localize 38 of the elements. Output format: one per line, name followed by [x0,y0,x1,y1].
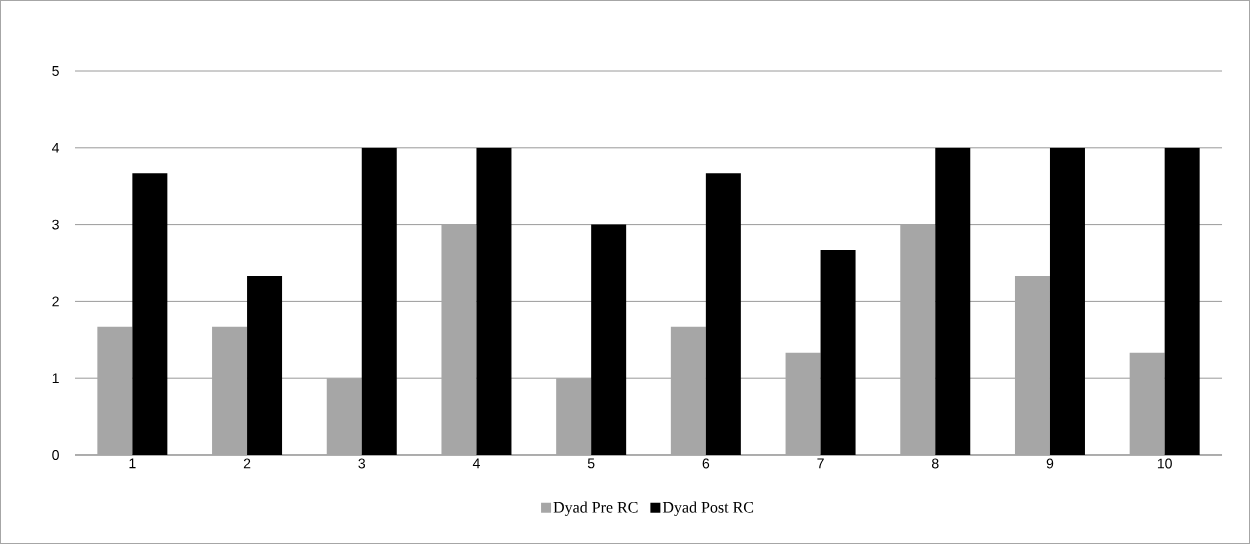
bar [476,147,512,455]
bar [1164,147,1200,455]
bar [212,326,248,455]
bar [326,378,362,455]
bar [935,147,971,455]
y-tick-label: 0 [52,450,59,460]
x-tick-label: 5 [587,458,595,469]
bar [1014,276,1050,455]
y-tick-label: 4 [52,142,60,153]
legend-label: Dyad Post RC [662,501,754,516]
bar [97,326,133,455]
x-tick-label: 1 [129,458,136,469]
bar [1049,147,1085,455]
bar [705,173,741,455]
x-tick-label: 7 [817,458,824,469]
x-tick-label: 4 [472,458,480,469]
bar [247,276,283,455]
bar [556,378,592,455]
x-tick-label: 9 [1046,458,1054,469]
bar [900,224,936,455]
bar [1129,352,1165,455]
bar [132,173,168,455]
bar [670,326,706,455]
x-tick-label: 3 [358,458,366,469]
x-tick-label: 6 [702,458,710,469]
y-tick-label: 1 [52,373,59,384]
y-tick-label: 3 [52,219,59,230]
bar [785,352,821,455]
bar [441,224,477,455]
bar [820,249,856,455]
y-tick-label: 5 [52,66,59,76]
x-tick-label: 2 [243,458,251,469]
x-tick-label: 8 [931,458,939,469]
bar [591,224,627,455]
legend-label: Dyad Pre RC [553,501,638,516]
y-tick-label: 2 [52,296,59,307]
x-tick-label: 10 [1157,458,1172,469]
bar [361,147,397,455]
